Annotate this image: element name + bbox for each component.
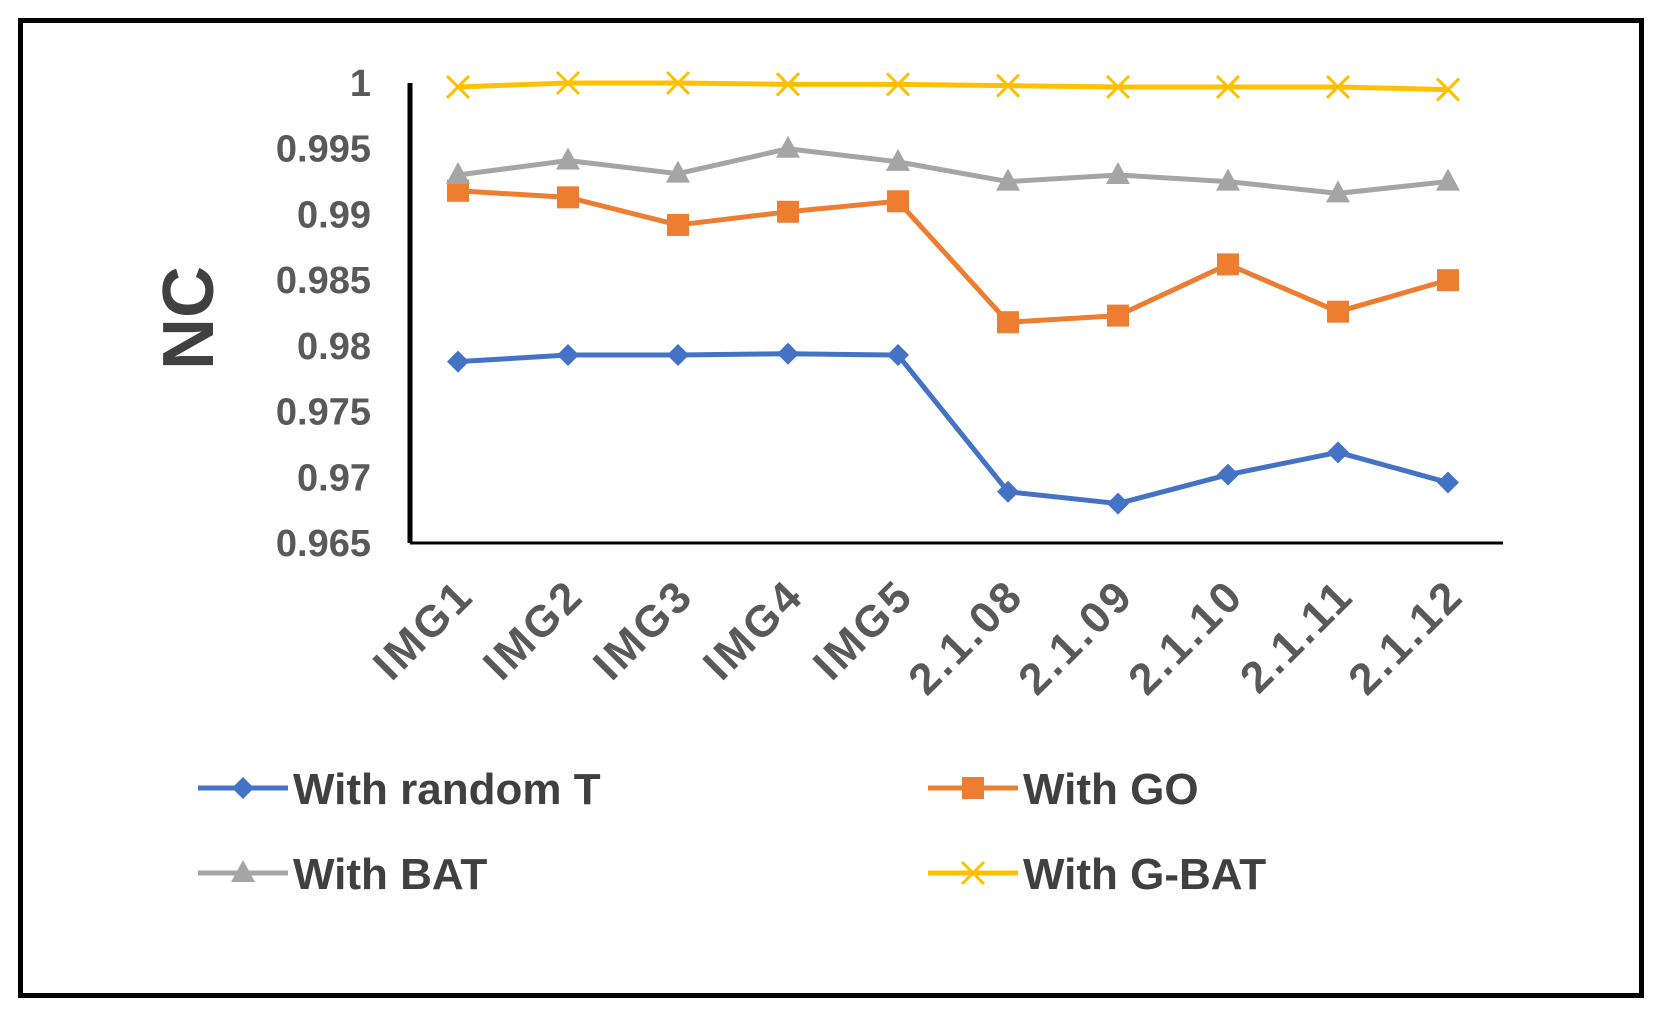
data-point-with-g-bat [445,74,471,100]
data-point-with-go [1437,269,1459,292]
data-point-with-bat [1106,162,1130,184]
x-tick-label: IMG2 [474,570,593,689]
data-point-with-g-bat [665,70,691,96]
data-point-with-random-t [777,342,799,365]
legend-label-with-bat: With BAT [293,850,487,899]
x-tick-label: 2.1.08 [899,570,1033,704]
x-tick-label: 2.1.11 [1231,570,1363,702]
data-point-with-bat [1436,168,1460,191]
data-point-with-go [667,213,689,236]
data-point-with-g-bat [775,72,801,97]
series-line-with-go [457,188,1449,325]
y-tick-label: 0.965 [276,523,371,565]
chart-frame: 0.965 0.97 0.975 0.98 0.985 0.99 0.995 1 NC IMG1 I… [18,18,1644,998]
data-point-with-random-t [887,344,909,367]
legend-label-with-random-t: With random T [293,765,601,814]
series-line-with-bat [457,146,1449,196]
legend-marker-with-go [962,777,984,799]
data-point-with-random-t [667,344,689,367]
data-point-with-go [557,186,579,209]
x-tick-label: 2.1.10 [1119,570,1253,704]
x-tick-label: 2.1.12 [1339,570,1473,704]
data-point-with-go [447,179,469,202]
data-point-with-random-t [1437,471,1459,494]
data-point-with-g-bat [885,72,911,97]
x-tick-label: IMG1 [364,570,483,689]
x-tick-label: 2.1.09 [1009,570,1143,704]
data-point-with-go [777,200,799,223]
data-point-with-bat [1326,180,1350,203]
y-tick-label: 0.975 [276,392,371,434]
x-tick-label: IMG4 [694,570,813,689]
data-point-with-g-bat [1325,74,1351,100]
y-tick-label: 0.97 [297,457,371,499]
data-point-with-go [1107,304,1129,327]
x-tick-label: IMG3 [584,570,703,689]
line-chart: 0.9650.970.9750.980.9850.990.9951NCIMG1I… [149,63,1503,899]
legend-marker-with-bat [231,860,255,882]
legend-label-with-go: With GO [1023,765,1199,814]
legend-marker-with-random-t [232,777,254,799]
data-point-with-bat [886,148,910,171]
data-point-with-go [887,190,909,213]
data-point-with-go [1217,253,1239,276]
series-line-with-random-t [457,351,1449,507]
data-point-with-random-t [1217,463,1239,486]
data-point-with-g-bat [1105,74,1131,100]
y-tick-label: 0.98 [297,326,371,368]
data-point-with-bat [556,147,580,170]
data-point-with-bat [776,135,800,158]
data-point-with-random-t [557,344,579,367]
legend-marker-with-g-bat [960,860,986,886]
data-point-with-bat [1216,168,1240,191]
y-axis-title: NC [149,266,229,370]
data-point-with-bat [446,162,470,184]
data-point-with-bat [666,160,690,183]
y-tick-label: 0.99 [297,194,371,236]
data-point-with-g-bat [555,70,581,96]
y-tick-label: 1 [350,63,371,105]
data-point-with-g-bat [995,73,1021,98]
data-point-with-go [997,311,1019,334]
y-tick-label: 0.995 [276,129,371,171]
data-point-with-random-t [447,350,469,373]
legend-label-with-g-bat: With G-BAT [1023,850,1266,899]
data-point-with-bat [996,168,1020,191]
series-line-with-g-bat [457,80,1449,93]
data-point-with-random-t [997,480,1019,503]
data-point-with-g-bat [1435,77,1461,102]
data-point-with-g-bat [1215,74,1241,100]
data-point-with-random-t [1107,492,1129,515]
data-point-with-go [1327,300,1349,323]
y-tick-label: 0.985 [276,260,371,302]
data-point-with-random-t [1327,441,1349,464]
